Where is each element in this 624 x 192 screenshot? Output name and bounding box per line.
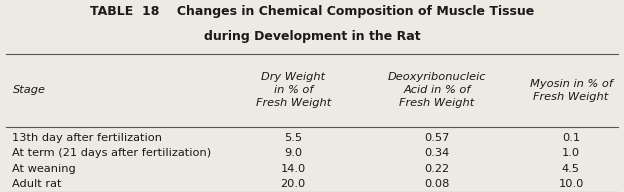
Text: At term (21 days after fertilization): At term (21 days after fertilization) (12, 148, 212, 158)
Text: Dry Weight
in % of
Fresh Weight: Dry Weight in % of Fresh Weight (256, 72, 331, 108)
Text: Stage: Stage (12, 85, 46, 95)
Text: Myosin in % of
Fresh Weight: Myosin in % of Fresh Weight (530, 79, 612, 102)
Text: 20.0: 20.0 (281, 179, 306, 189)
Text: 0.08: 0.08 (424, 179, 449, 189)
Text: during Development in the Rat: during Development in the Rat (203, 30, 421, 43)
Text: 10.0: 10.0 (558, 179, 583, 189)
Text: 4.5: 4.5 (562, 164, 580, 174)
Text: 0.57: 0.57 (424, 133, 449, 143)
Text: Deoxyribonucleic
Acid in % of
Fresh Weight: Deoxyribonucleic Acid in % of Fresh Weig… (388, 72, 486, 108)
Text: 13th day after fertilization: 13th day after fertilization (12, 133, 162, 143)
Text: 0.22: 0.22 (424, 164, 449, 174)
Text: At weaning: At weaning (12, 164, 76, 174)
Text: 0.1: 0.1 (562, 133, 580, 143)
Text: Adult rat: Adult rat (12, 179, 62, 189)
Text: 14.0: 14.0 (281, 164, 306, 174)
Text: TABLE  18    Changes in Chemical Composition of Muscle Tissue: TABLE 18 Changes in Chemical Composition… (90, 5, 534, 18)
Text: 0.34: 0.34 (424, 148, 449, 158)
Text: 9.0: 9.0 (284, 148, 303, 158)
Text: 5.5: 5.5 (284, 133, 303, 143)
Text: 1.0: 1.0 (562, 148, 580, 158)
